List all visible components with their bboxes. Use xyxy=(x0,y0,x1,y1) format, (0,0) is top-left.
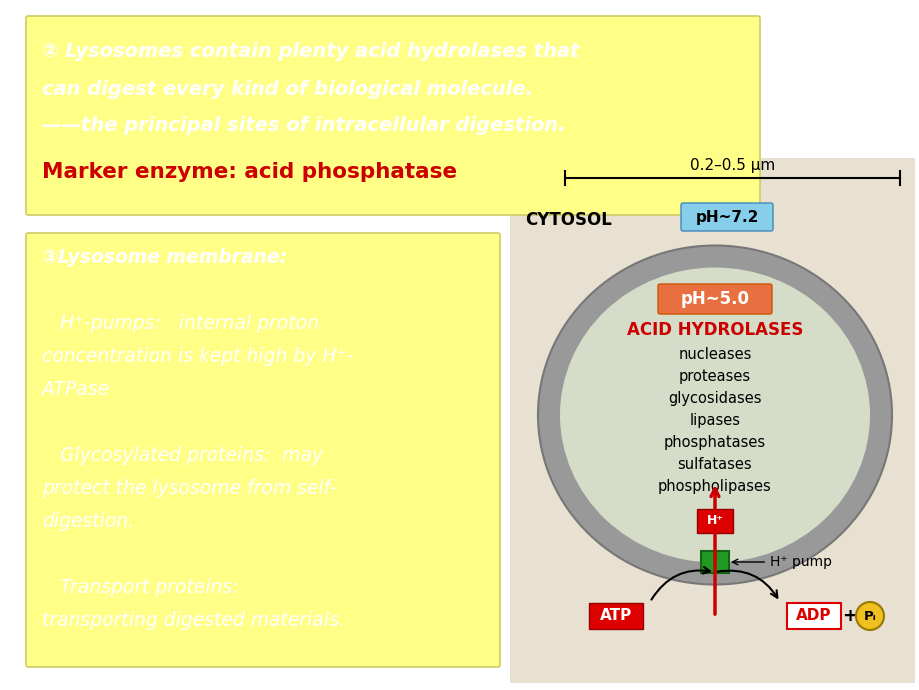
FancyBboxPatch shape xyxy=(588,603,642,629)
Text: proteases: proteases xyxy=(678,368,750,384)
FancyBboxPatch shape xyxy=(509,158,914,683)
Text: lipases: lipases xyxy=(688,413,740,428)
FancyArrowPatch shape xyxy=(717,571,777,598)
Text: digestion.: digestion. xyxy=(42,512,134,531)
Text: protect the lysosome from self-: protect the lysosome from self- xyxy=(42,479,336,498)
Text: ATPase: ATPase xyxy=(42,380,108,399)
Text: transporting digested materials.: transporting digested materials. xyxy=(42,611,345,630)
Text: can digest every kind of biological molecule.: can digest every kind of biological mole… xyxy=(42,80,532,99)
Text: H⁺-pumps:   internal proton: H⁺-pumps: internal proton xyxy=(42,314,319,333)
Text: glycosidases: glycosidases xyxy=(667,391,761,406)
FancyBboxPatch shape xyxy=(700,551,728,573)
Text: phospholipases: phospholipases xyxy=(657,478,771,493)
Text: ATP: ATP xyxy=(599,609,631,624)
Text: CYTOSOL: CYTOSOL xyxy=(525,211,611,229)
Text: ③Lysosome membrane:: ③Lysosome membrane: xyxy=(42,248,287,267)
Text: H⁺ pump: H⁺ pump xyxy=(732,555,831,569)
Text: nucleases: nucleases xyxy=(677,346,751,362)
Text: Marker enzyme: acid phosphatase: Marker enzyme: acid phosphatase xyxy=(42,162,457,182)
Text: H⁺: H⁺ xyxy=(706,515,722,527)
Text: pH~5.0: pH~5.0 xyxy=(680,290,749,308)
Text: 0.2–0.5 μm: 0.2–0.5 μm xyxy=(689,158,775,173)
Text: Glycosylated proteins:  may: Glycosylated proteins: may xyxy=(42,446,323,465)
Circle shape xyxy=(855,602,883,630)
FancyArrowPatch shape xyxy=(651,567,709,600)
FancyBboxPatch shape xyxy=(26,233,499,667)
FancyBboxPatch shape xyxy=(697,509,732,533)
Text: ACID HYDROLASES: ACID HYDROLASES xyxy=(626,321,802,339)
Ellipse shape xyxy=(560,268,869,562)
Text: sulfatases: sulfatases xyxy=(677,457,752,471)
Ellipse shape xyxy=(538,246,891,584)
FancyBboxPatch shape xyxy=(26,16,759,215)
Text: pH~7.2: pH~7.2 xyxy=(695,210,758,224)
Text: ——the principal sites of intracellular digestion.: ——the principal sites of intracellular d… xyxy=(42,116,565,135)
Text: concentration is kept high by H⁺-: concentration is kept high by H⁺- xyxy=(42,347,353,366)
Text: ② Lysosomes contain plenty acid hydrolases that: ② Lysosomes contain plenty acid hydrolas… xyxy=(42,42,579,61)
Text: Transport proteins:: Transport proteins: xyxy=(42,578,238,597)
Text: phosphatases: phosphatases xyxy=(664,435,766,449)
FancyBboxPatch shape xyxy=(680,203,772,231)
FancyBboxPatch shape xyxy=(786,603,840,629)
Text: Pᵢ: Pᵢ xyxy=(863,609,876,622)
FancyBboxPatch shape xyxy=(657,284,771,314)
Text: +: + xyxy=(842,607,857,625)
Text: ADP: ADP xyxy=(795,609,831,624)
